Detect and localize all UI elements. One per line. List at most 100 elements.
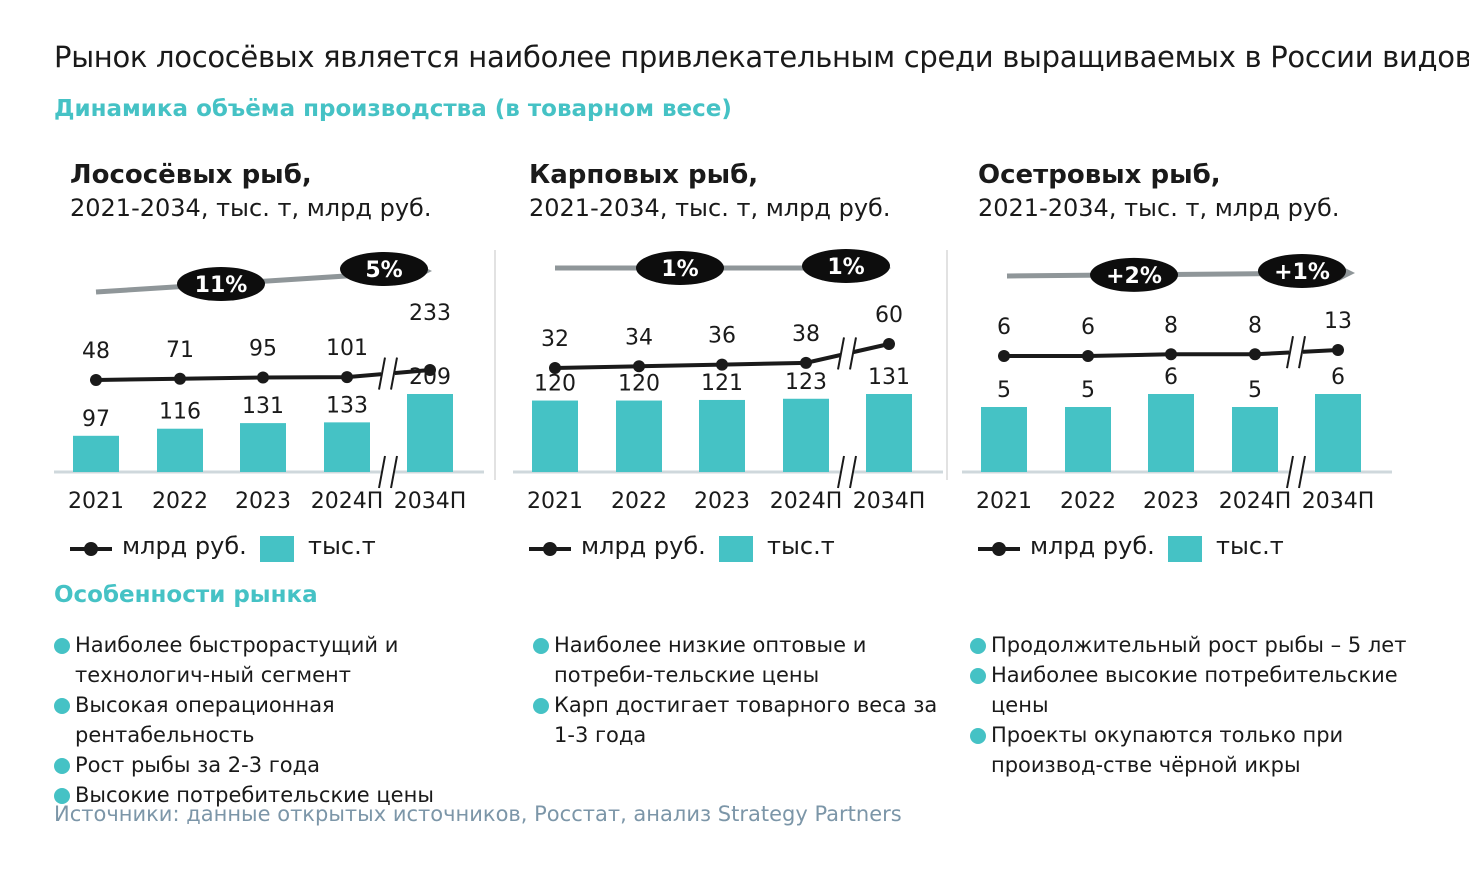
bar-value-label: 131 <box>242 394 284 419</box>
feature-item: Высокая операционная рентабельность <box>54 690 514 750</box>
x-tick-label: 2022 <box>611 489 667 514</box>
line-point <box>1165 348 1177 361</box>
x-tick-label: 2021 <box>527 489 583 514</box>
page-subtitle: Динамика объёма производства (в товарном… <box>54 96 732 122</box>
legend-bar-label: тыс.т <box>767 532 835 560</box>
features-heading: Особенности рынка <box>54 582 318 608</box>
bar-value-label: 120 <box>618 372 660 397</box>
x-tick-label: 2024П <box>1219 489 1292 514</box>
legend-bar-swatch <box>260 536 294 562</box>
chart-sturgeon: +2% +1% 5 2021 5 2022 6 2023 5 2024П 6 2034П 6 6 8 8 13 <box>962 254 1392 514</box>
bar-2021 <box>73 435 119 472</box>
line-point <box>174 372 186 385</box>
feature-item: Продолжительный рост рыбы – 5 лет <box>970 630 1430 660</box>
feature-text: Карп достигает товарного веса за 1-3 год… <box>554 693 938 747</box>
bar-value-label: 116 <box>159 400 201 425</box>
legend-bar-swatch <box>719 536 753 562</box>
feature-item: Рост рыбы за 2-3 года <box>54 750 514 780</box>
growth-badge <box>340 252 428 286</box>
bullet-icon <box>54 638 70 654</box>
bullet-icon <box>533 638 549 654</box>
bar-2021 <box>532 400 578 472</box>
x-tick-label: 2023 <box>694 489 750 514</box>
legend-line-label: млрд руб. <box>122 532 247 560</box>
x-tick-label: 2021 <box>68 489 124 514</box>
feature-text: Проекты окупаются только при производ-ст… <box>991 723 1344 777</box>
bullet-icon <box>54 698 70 714</box>
line-value-label: 34 <box>625 325 653 350</box>
line-value-label: 233 <box>409 301 451 326</box>
bullet-icon <box>970 728 986 744</box>
bar-2024П <box>783 398 829 472</box>
bar-value-label: 5 <box>997 378 1011 403</box>
bar-value-label: 123 <box>785 370 827 395</box>
features-list-sturgeon: Продолжительный рост рыбы – 5 лет Наибол… <box>970 630 1430 780</box>
line-point <box>883 338 895 350</box>
bar-2024П <box>324 422 370 472</box>
line-point <box>716 358 728 371</box>
features-list-salmon: Наиболее быстрорастущий и технологич-ный… <box>54 630 514 810</box>
panel-title: Карповых рыб, <box>529 160 759 190</box>
feature-item: Наиболее низкие оптовые и потреби-тельск… <box>533 630 953 690</box>
bar-value-label: 133 <box>326 393 368 418</box>
bullet-icon <box>54 788 70 804</box>
bar-2034П <box>407 394 453 472</box>
line-point <box>1332 344 1344 356</box>
source-note: Источники: данные открытых источников, Р… <box>54 802 902 826</box>
panel-subtitle: 2021-2034, тыс. т, млрд руб. <box>978 194 1340 222</box>
x-tick-label: 2022 <box>1060 489 1116 514</box>
panel-subtitle: 2021-2034, тыс. т, млрд руб. <box>529 194 891 222</box>
bullet-icon <box>54 758 70 774</box>
legend-line-label: млрд руб. <box>1030 532 1155 560</box>
chart-panel-salmon: Лососёвых рыб, 2021-2034, тыс. т, млрд р… <box>54 160 504 570</box>
line-value-label: 101 <box>326 336 368 361</box>
x-tick-label: 2022 <box>152 489 208 514</box>
bar-value-label: 131 <box>868 365 910 390</box>
legend-bar-swatch <box>1168 536 1202 562</box>
line-point <box>1249 348 1261 361</box>
bar-value-label: 5 <box>1248 378 1262 403</box>
feature-item: Наиболее быстрорастущий и технологич-ный… <box>54 630 514 690</box>
bar-value-label: 5 <box>1081 378 1095 403</box>
x-tick-label: 2034П <box>394 489 467 514</box>
line-point <box>998 350 1010 362</box>
x-tick-label: 2034П <box>1302 489 1375 514</box>
panel-divider <box>946 250 948 480</box>
feature-item: Карп достигает товарного веса за 1-3 год… <box>533 690 953 750</box>
line-value-label: 48 <box>82 339 110 364</box>
chart-panel-sturgeon: Осетровых рыб, 2021-2034, тыс. т, млрд р… <box>962 160 1412 570</box>
x-tick-label: 2023 <box>235 489 291 514</box>
bullet-icon <box>970 668 986 684</box>
panel-divider <box>494 250 496 480</box>
x-tick-label: 2024П <box>770 489 843 514</box>
line-value-label: 32 <box>541 327 569 352</box>
bar-2022 <box>616 400 662 472</box>
line-value-label: 8 <box>1248 313 1262 338</box>
feature-item: Наиболее высокие потребительские цены <box>970 660 1430 720</box>
line-value-label: 95 <box>249 336 277 361</box>
line-value-label: 13 <box>1324 309 1352 334</box>
feature-text: Рост рыбы за 2-3 года <box>75 753 321 777</box>
feature-item: Проекты окупаются только при производ-ст… <box>970 720 1430 780</box>
page-title: Рынок лососёвых является наиболее привле… <box>54 40 1469 74</box>
growth-badge-label: +2% <box>1106 264 1162 289</box>
growth-badge-label: +1% <box>1274 260 1330 285</box>
growth-badge-label: 1% <box>661 257 698 282</box>
legend-bar-label: тыс.т <box>308 532 376 560</box>
line-point <box>341 371 353 384</box>
line-value-label: 38 <box>792 322 820 347</box>
feature-text: Продолжительный рост рыбы – 5 лет <box>991 633 1407 657</box>
feature-text: Высокие потребительские цены <box>75 783 434 807</box>
growth-badge <box>802 249 890 283</box>
bar-2034П <box>1315 394 1361 472</box>
bar-2022 <box>157 428 203 472</box>
line-value-label: 8 <box>1164 313 1178 338</box>
line-value-label: 71 <box>166 338 194 363</box>
bar-2023 <box>1148 394 1194 472</box>
line-axis-break-icon <box>378 357 398 390</box>
feature-item: Высокие потребительские цены <box>54 780 514 810</box>
line-axis-break-icon <box>1286 335 1306 369</box>
panel-subtitle: 2021-2034, тыс. т, млрд руб. <box>70 194 432 222</box>
bar-value-label: 120 <box>534 372 576 397</box>
line-value-label: 6 <box>997 315 1011 340</box>
